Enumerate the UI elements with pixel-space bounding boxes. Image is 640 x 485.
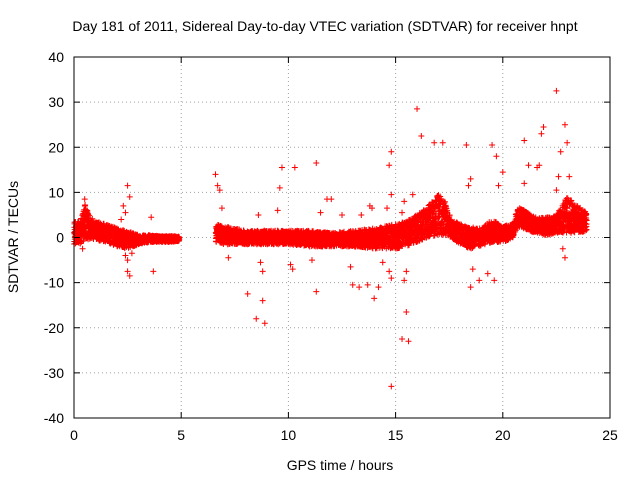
sdtvar-chart: 0510152025-40-30-20-10010203040 Day 181 …: [0, 0, 640, 480]
chart-svg: 0510152025-40-30-20-10010203040 Day 181 …: [0, 0, 640, 480]
